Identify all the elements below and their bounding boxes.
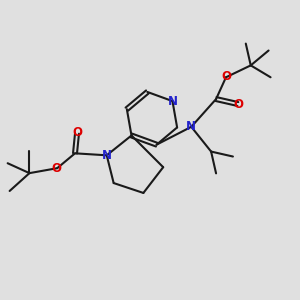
Text: N: N bbox=[102, 149, 112, 162]
Text: O: O bbox=[234, 98, 244, 110]
Text: O: O bbox=[221, 70, 231, 83]
Text: N: N bbox=[167, 94, 178, 108]
Text: O: O bbox=[51, 162, 61, 175]
Text: O: O bbox=[72, 126, 82, 139]
Text: N: N bbox=[186, 120, 196, 133]
